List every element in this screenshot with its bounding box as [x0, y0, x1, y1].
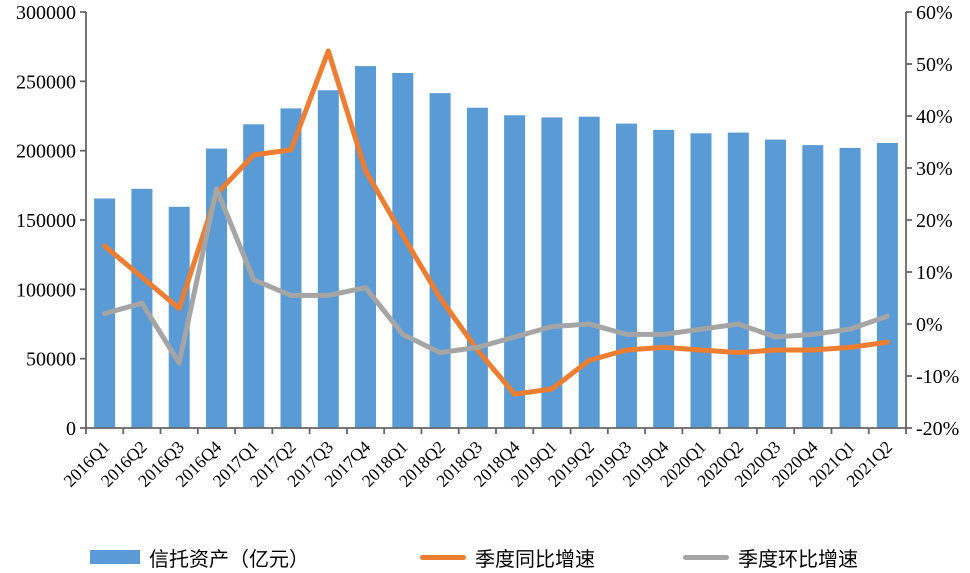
- bar-2016Q2: [131, 188, 153, 428]
- qoq-line: [102, 186, 890, 366]
- bar-2019Q1: [541, 117, 563, 429]
- right-axis-tick-label: 0%: [916, 314, 943, 336]
- left-axis-tick-label: 0: [66, 418, 76, 440]
- right-axis-tick-label: 40%: [916, 106, 953, 128]
- right-axis-tick-label: -10%: [916, 366, 959, 388]
- bar-2016Q3: [168, 206, 190, 428]
- left-axis-tick-label: 200000: [16, 141, 76, 163]
- qoq-line-swatch-icon: [683, 554, 729, 560]
- bar-2020Q3: [765, 139, 786, 428]
- right-axis-tick-label: 20%: [916, 210, 953, 232]
- bar-2020Q1: [690, 133, 712, 429]
- left-axis-tick-label: 50000: [26, 349, 76, 371]
- bar-swatch-icon: [90, 550, 140, 564]
- bar-2021Q2: [876, 143, 898, 428]
- right-axis-tick-label: 10%: [916, 262, 953, 284]
- bar-2019Q3: [616, 123, 637, 428]
- legend-label-yoy-growth: 季度同比增速: [475, 548, 595, 571]
- bar-2017Q3: [317, 90, 339, 429]
- right-axis-tick-label: 30%: [916, 158, 953, 180]
- left-axis-tick-label: 100000: [16, 279, 76, 301]
- bar-2017Q2: [280, 108, 302, 429]
- right-axis-tick-label: 50%: [916, 54, 953, 76]
- bar-2017Q4: [355, 66, 376, 428]
- bar-2021Q1: [839, 147, 861, 428]
- bar-2019Q2: [578, 116, 600, 428]
- legend-item-qoq-growth: 季度环比增速: [683, 544, 858, 571]
- bar-2019Q4: [653, 129, 675, 428]
- yoy-line-swatch-icon: [420, 554, 466, 560]
- legend-item-trust-assets: 信托资产（亿元）: [90, 544, 309, 571]
- bar-2018Q3: [466, 107, 488, 428]
- bar-2020Q4: [802, 145, 824, 428]
- legend-label-trust-assets: 信托资产（亿元）: [149, 548, 309, 571]
- legend-item-yoy-growth: 季度同比增速: [420, 544, 595, 571]
- right-axis-tick-label: 60%: [916, 2, 953, 24]
- yoy-line: [102, 48, 890, 397]
- bar-2018Q4: [504, 115, 526, 429]
- left-axis-tick-label: 300000: [16, 2, 76, 24]
- legend-label-qoq-growth: 季度环比增速: [738, 548, 858, 571]
- bar-2018Q2: [429, 93, 451, 428]
- left-axis-tick-label: 150000: [16, 210, 76, 232]
- left-axis-tick-label: 250000: [16, 71, 76, 93]
- bar-2020Q2: [727, 132, 749, 428]
- chart-legend: 信托资产（亿元） 季度同比增速 季度环比增速: [0, 544, 970, 571]
- right-axis-tick-label: -20%: [916, 418, 959, 440]
